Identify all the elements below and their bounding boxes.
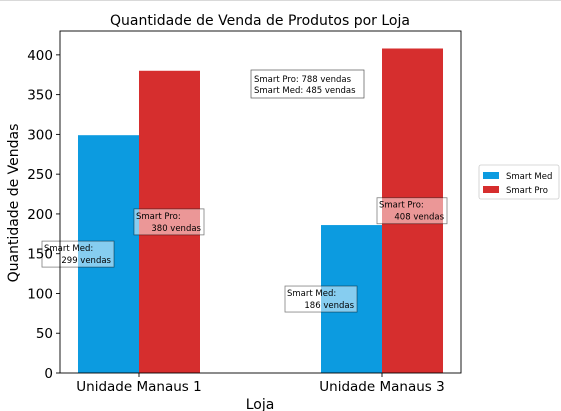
totals-annotation-line1: Smart Pro: 788 vendas xyxy=(254,75,352,85)
totals-annotation-box xyxy=(250,69,365,99)
data-label-line1: Smart Pro: xyxy=(379,201,424,211)
legend-label-2: Smart Pro xyxy=(506,186,548,196)
data-label-line1: Smart Med: xyxy=(287,289,336,299)
data-label-line2: 380 vendas xyxy=(151,224,201,234)
data-label-4: Smart Pro: 408 vendas xyxy=(376,197,448,225)
data-label-3: Smart Med: 186 vendas xyxy=(284,285,358,313)
y-axis-label: Quantidade de Vendas xyxy=(6,124,22,283)
legend-swatch-2 xyxy=(483,186,499,193)
y-tick-label: 100 xyxy=(27,286,53,302)
data-label-line2: 408 vendas xyxy=(394,213,444,223)
plot-frame xyxy=(59,30,462,374)
data-label-line2: 299 vendas xyxy=(61,256,111,266)
x-tick-label: Unidade Manaus 1 xyxy=(76,379,201,395)
data-label-box xyxy=(41,240,115,268)
y-tick-label: 300 xyxy=(27,127,53,143)
x-axis-label: Loja xyxy=(246,397,275,411)
y-tick-label: 150 xyxy=(27,247,53,263)
totals-annotation-line2: Smart Med: 485 vendas xyxy=(254,86,356,96)
data-label-box xyxy=(284,285,358,313)
y-tick-label: 400 xyxy=(27,48,53,64)
data-label-line1: Smart Med: xyxy=(44,244,93,254)
y-tick-label: 350 xyxy=(27,88,53,104)
data-label-box xyxy=(133,208,205,236)
data-label-1: Smart Med: 299 vendas xyxy=(41,240,115,268)
x-tick-label: Unidade Manaus 3 xyxy=(319,379,444,395)
top-divider xyxy=(0,0,561,1)
y-tick-label: 50 xyxy=(36,326,53,342)
data-label-box xyxy=(376,197,448,225)
y-tick-label: 200 xyxy=(27,207,53,223)
y-tick-label: 0 xyxy=(44,366,53,382)
data-label-line2: 186 vendas xyxy=(304,301,354,311)
data-label-line1: Smart Pro: xyxy=(136,212,181,222)
chart-title: Quantidade de Venda de Produtos por Loja xyxy=(110,13,410,29)
legend-swatch-1 xyxy=(483,172,499,179)
y-tick-label: 250 xyxy=(27,167,53,183)
data-label-2: Smart Pro: 380 vendas xyxy=(133,208,205,236)
legend-label-1: Smart Med xyxy=(506,172,552,182)
